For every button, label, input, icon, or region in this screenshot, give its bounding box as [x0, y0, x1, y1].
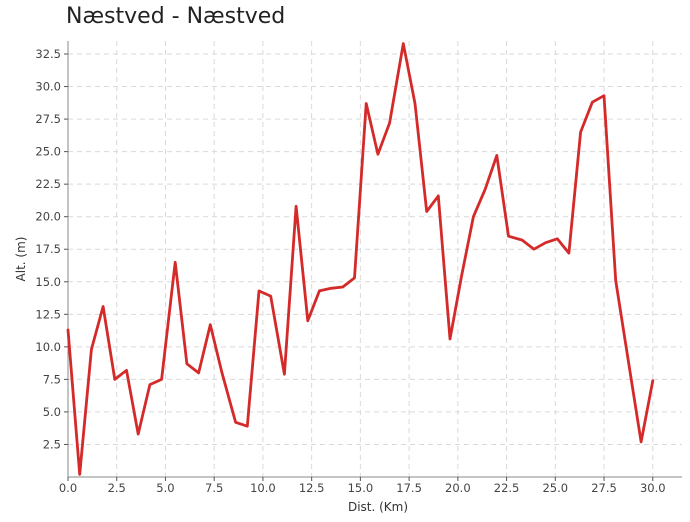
elevation-line	[66, 42, 655, 476]
x-tick-label: 15.0	[348, 481, 374, 495]
y-tick-label: 27.5	[35, 112, 61, 126]
x-tick-label: 7.5	[205, 481, 223, 495]
x-tick-label: 0.0	[59, 481, 77, 495]
y-tick-label: 10.0	[35, 340, 61, 354]
x-tick-label: 20.0	[445, 481, 471, 495]
y-tick-label: 32.5	[35, 47, 61, 61]
grid	[67, 41, 682, 477]
y-tick-label: 2.5	[43, 437, 61, 451]
y-tick-label: 7.5	[43, 372, 61, 386]
x-tick-label: 10.0	[250, 481, 276, 495]
x-axis-ticks: 0.0 2.5 5.0 7.5 10.0 12.5 15.0 17.5 20.0 22.5 25.0…	[59, 477, 666, 495]
x-axis-label: Dist. (Km)	[348, 500, 408, 514]
axes	[67, 41, 682, 478]
x-tick-label: 12.5	[299, 481, 325, 495]
x-tick-label: 17.5	[396, 481, 422, 495]
y-axis-label: Alt. (m)	[14, 237, 28, 282]
y-tick-label: 30.0	[35, 80, 61, 94]
y-tick-label: 25.0	[35, 145, 61, 159]
x-tick-label: 30.0	[640, 481, 666, 495]
y-tick-label: 12.5	[35, 307, 61, 321]
x-tick-label: 22.5	[494, 481, 520, 495]
y-tick-label: 15.0	[35, 275, 61, 289]
x-tick-label: 2.5	[108, 481, 126, 495]
x-tick-label: 27.5	[591, 481, 617, 495]
y-tick-label: 5.0	[43, 405, 61, 419]
y-tick-label: 17.5	[35, 242, 61, 256]
y-axis-ticks: 2.5 5.0 7.5 10.0 12.5 15.0 17.5 20.0 22.5 25.0 27.…	[35, 47, 68, 451]
x-tick-label: 25.0	[542, 481, 568, 495]
y-tick-label: 20.0	[35, 210, 61, 224]
y-tick-label: 22.5	[35, 177, 61, 191]
x-tick-label: 5.0	[156, 481, 174, 495]
chart-title: Næstved - Næstved	[66, 4, 286, 29]
